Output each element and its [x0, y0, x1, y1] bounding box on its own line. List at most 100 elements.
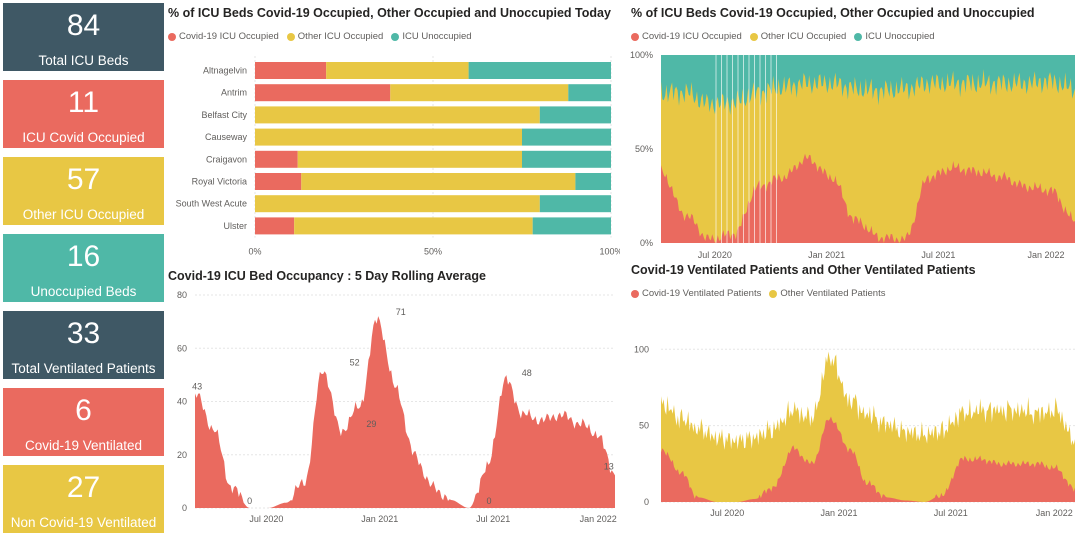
legend-item[interactable]: ICU Unoccupied [854, 31, 935, 42]
kpi-card: 11 ICU Covid Occupied [3, 80, 164, 148]
bar-segment[interactable] [297, 150, 522, 168]
data-label: 48 [522, 368, 532, 378]
kpi-label: Covid-19 Ventilated [24, 438, 143, 453]
bar-segment[interactable] [532, 217, 611, 235]
bar-segment[interactable] [255, 173, 302, 190]
bar-segment[interactable] [255, 62, 327, 79]
category-label: South West Acute [176, 199, 247, 209]
legend-marker [631, 289, 639, 298]
legend-item[interactable]: Other ICU Occupied [286, 31, 384, 42]
kpi-value: 57 [66, 163, 101, 196]
kpi-label: Unoccupied Beds [30, 284, 137, 299]
bar-segment[interactable] [575, 173, 611, 190]
legend-item[interactable]: ICU Unoccupied [391, 31, 472, 42]
bar-segment[interactable] [539, 106, 611, 124]
kpi-value: 27 [66, 471, 101, 504]
x-tick-label: Jul 2020 [698, 250, 732, 260]
y-tick-label: 20 [177, 450, 187, 460]
legend-item[interactable]: Covid-19 ICU Occupied [168, 31, 279, 42]
bar-segment[interactable] [255, 128, 522, 146]
kpi-label: ICU Covid Occupied [22, 130, 145, 145]
legend-item[interactable]: Other Ventilated Patients [769, 288, 885, 299]
kpi-card: 27 Non Covid-19 Ventilated [3, 465, 164, 533]
legend-label: Covid-19 ICU Occupied [179, 31, 279, 42]
legend-label: ICU Unoccupied [402, 31, 472, 42]
chart2-legend: Covid-19 ICU Occupied Other ICU Occupied I… [631, 31, 943, 42]
data-label: 52 [350, 358, 360, 368]
data-label: 0 [247, 496, 252, 506]
x-tick-label: Jan 2021 [820, 508, 857, 518]
legend-label: ICU Unoccupied [865, 31, 935, 42]
bar-segment[interactable] [255, 217, 295, 235]
legend-marker [286, 32, 295, 41]
legend-label: Covid-19 Ventilated Patients [642, 288, 762, 299]
x-tick-label: Jan 2022 [1036, 508, 1073, 518]
data-label: 0 [486, 496, 491, 506]
kpi-value: 84 [66, 9, 101, 42]
y-tick-label: 50 [639, 421, 649, 431]
y-tick-label: 100% [630, 50, 653, 60]
bar-segment[interactable] [326, 62, 469, 79]
y-tick-label: 60 [177, 343, 187, 353]
x-tick-label: Jul 2020 [710, 508, 744, 518]
bar-segment[interactable] [255, 195, 540, 213]
bar-segment[interactable] [568, 84, 611, 102]
legend-marker [168, 32, 176, 41]
legend-label: Covid-19 ICU Occupied [642, 31, 742, 42]
legend-item[interactable]: Other ICU Occupied [749, 31, 846, 42]
bar-segment[interactable] [301, 173, 576, 190]
y-tick-label: 80 [177, 290, 187, 300]
kpi-value: 6 [75, 394, 92, 427]
kpi-label: Total Ventilated Patients [11, 361, 156, 376]
legend-label: Other Ventilated Patients [780, 288, 886, 299]
category-label: Antrim [221, 88, 247, 98]
chart1-title: % of ICU Beds Covid-19 Occupied, Other O… [168, 6, 611, 20]
kpi-label: Non Covid-19 Ventilated [10, 515, 157, 530]
category-label: Altnagelvin [203, 66, 247, 76]
category-label: Belfast City [201, 110, 247, 120]
area-covid-occupancy[interactable] [195, 316, 615, 508]
kpi-card: 6 Covid-19 Ventilated [3, 388, 164, 456]
bar-segment[interactable] [255, 106, 540, 124]
chart2-title: % of ICU Beds Covid-19 Occupied, Other O… [631, 6, 1035, 20]
bar-segment[interactable] [468, 62, 611, 79]
legend-item[interactable]: Covid-19 Ventilated Patients [631, 288, 761, 299]
kpi-card: 84 Total ICU Beds [3, 3, 164, 71]
x-tick-label: Jul 2021 [476, 514, 510, 524]
bar-segment[interactable] [522, 150, 611, 168]
y-tick-label: 0% [640, 238, 653, 248]
bar-segment[interactable] [294, 217, 533, 235]
category-label: Craigavon [206, 154, 247, 164]
legend-label: Other ICU Occupied [297, 31, 384, 42]
x-tick-label: Jan 2022 [580, 514, 617, 524]
area-covid[interactable] [661, 153, 1075, 243]
bar-segment[interactable] [390, 84, 569, 102]
chart4-title: Covid-19 Ventilated Patients and Other V… [631, 263, 976, 277]
data-label: 43 [192, 382, 202, 392]
bar-segment[interactable] [522, 128, 611, 146]
y-tick-label: 100 [634, 344, 649, 354]
legend-marker [391, 32, 400, 41]
bar-segment[interactable] [255, 150, 298, 168]
legend-item[interactable]: Covid-19 ICU Occupied [631, 31, 742, 42]
chart1-svg: Altnagelvin Antrim Belfast City Causeway Cra… [176, 56, 620, 257]
kpi-card: 16 Unoccupied Beds [3, 234, 164, 302]
area-covid-ventilated[interactable] [661, 416, 1075, 503]
x-tick-label: Jul 2021 [934, 508, 968, 518]
kpi-label: Other ICU Occupied [22, 207, 145, 222]
legend-marker [854, 32, 863, 41]
bar-segment[interactable] [539, 195, 611, 213]
y-tick-label: 50% [635, 144, 653, 154]
x-tick-label: 0% [248, 247, 261, 257]
kpi-value: 11 [67, 86, 100, 119]
kpi-value: 33 [66, 317, 101, 350]
category-label: Royal Victoria [192, 177, 247, 187]
legend-marker [631, 32, 639, 41]
y-tick-label: 0 [182, 503, 187, 513]
kpi-label: Total ICU Beds [38, 53, 129, 68]
x-tick-label: Jul 2020 [249, 514, 283, 524]
bar-segment[interactable] [255, 84, 391, 102]
chart4-svg: 0 50 100 Jul 2020 Jan 2021 Jul 2021 Jan 2022 [634, 344, 1075, 518]
category-label: Ulster [223, 221, 247, 231]
x-tick-label: 50% [424, 247, 442, 257]
